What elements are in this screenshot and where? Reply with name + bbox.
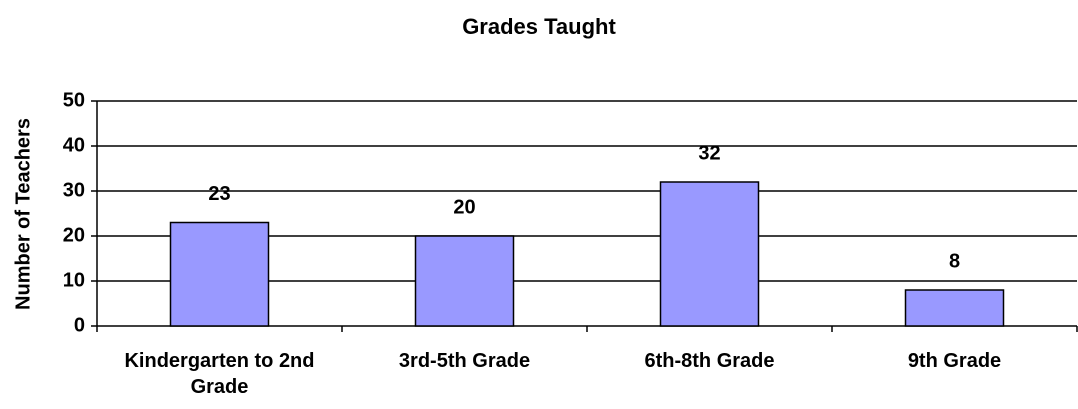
- y-tick-label: 0: [74, 314, 85, 336]
- data-label: 20: [453, 196, 475, 218]
- y-tick-label: 30: [63, 179, 85, 201]
- chart-title: Grades Taught: [462, 14, 616, 39]
- data-label: 32: [698, 142, 720, 164]
- x-tick-label: Kindergarten to 2nd Grade: [124, 350, 315, 398]
- bar: [169, 221, 270, 327]
- x-tick-label: 3rd-5th Grade: [398, 350, 531, 372]
- x-tick-label: 6th-8th Grade: [644, 350, 775, 372]
- x-tick-label: 9th Grade: [907, 350, 1002, 372]
- bar: [904, 289, 1005, 327]
- y-tick-label: 40: [63, 134, 85, 156]
- y-tick-label: 50: [63, 89, 85, 111]
- data-label: 23: [208, 183, 230, 205]
- data-label: 8: [949, 250, 960, 272]
- bar: [659, 181, 760, 327]
- y-tick-label: 10: [63, 269, 85, 291]
- bar: [414, 235, 515, 327]
- y-tick-label: 20: [63, 224, 85, 246]
- y-axis-label: Number of Teachers: [12, 118, 34, 310]
